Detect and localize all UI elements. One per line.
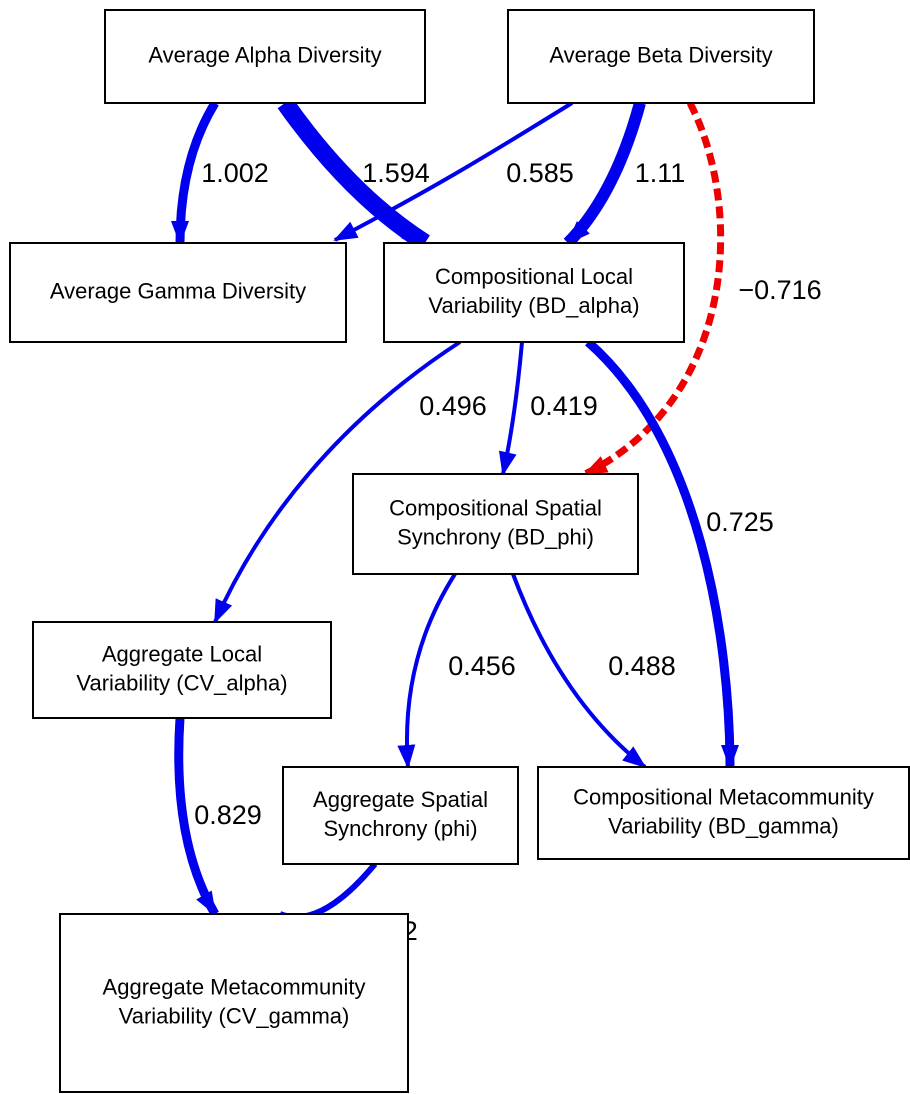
edge xyxy=(277,97,430,251)
node-label: Compositional Spatial xyxy=(389,495,602,520)
edge xyxy=(171,100,219,245)
node-box xyxy=(537,766,910,860)
edge-label: 1.594 xyxy=(362,158,430,188)
node-box xyxy=(507,9,815,104)
edge xyxy=(563,101,646,248)
node-label: Variability (CV_alpha) xyxy=(76,670,287,695)
edge xyxy=(278,862,378,931)
node-box xyxy=(352,473,639,575)
edge-label: 0.585 xyxy=(506,158,574,188)
edge-label: 0.488 xyxy=(608,651,676,681)
edge xyxy=(397,572,457,769)
node-box xyxy=(282,766,519,865)
node-box xyxy=(32,621,332,719)
edge-label: 0.456 xyxy=(448,651,516,681)
edge xyxy=(213,340,462,624)
node-label: Aggregate Local xyxy=(102,641,262,666)
node-label: Aggregate Metacommunity xyxy=(103,974,366,999)
edge xyxy=(511,573,647,769)
node-label: Average Alpha Diversity xyxy=(148,42,381,67)
node-label: Average Beta Diversity xyxy=(549,42,772,67)
node-label: Compositional Metacommunity xyxy=(573,784,874,809)
node-label: Aggregate Spatial xyxy=(313,787,488,812)
edge-label: 0.419 xyxy=(530,391,598,421)
edge xyxy=(585,338,739,769)
edge-label: 0.496 xyxy=(419,391,487,421)
node-box xyxy=(104,9,426,104)
node-box xyxy=(9,242,347,343)
node-label: Synchrony (phi) xyxy=(323,816,477,841)
edge xyxy=(498,341,524,476)
edge xyxy=(333,101,574,242)
edge-label: −0.716 xyxy=(738,275,821,305)
edge-label: 1.002 xyxy=(201,158,269,188)
edge-label: 0.829 xyxy=(194,800,262,830)
edge xyxy=(583,101,725,478)
nodes: Average Alpha Diversity Average Beta Dive… xyxy=(9,9,910,1093)
node-box xyxy=(59,913,409,1093)
node-label: Compositional Local xyxy=(435,264,633,289)
node-box xyxy=(383,242,685,343)
node-label: Variability (BD_alpha) xyxy=(428,293,639,318)
edges: 1.002 1.594 0.585 1.11 −0.716 0.496 0.419 0.725… xyxy=(171,97,822,946)
node-label: Variability (BD_gamma) xyxy=(608,813,839,838)
edge-label: 1.11 xyxy=(635,158,686,188)
edge-label: 0.725 xyxy=(706,507,774,537)
node-label: Synchrony (BD_phi) xyxy=(397,524,594,549)
node-label: Variability (CV_gamma) xyxy=(119,1003,350,1028)
edge xyxy=(174,717,219,917)
node-label: Average Gamma Diversity xyxy=(50,278,306,303)
